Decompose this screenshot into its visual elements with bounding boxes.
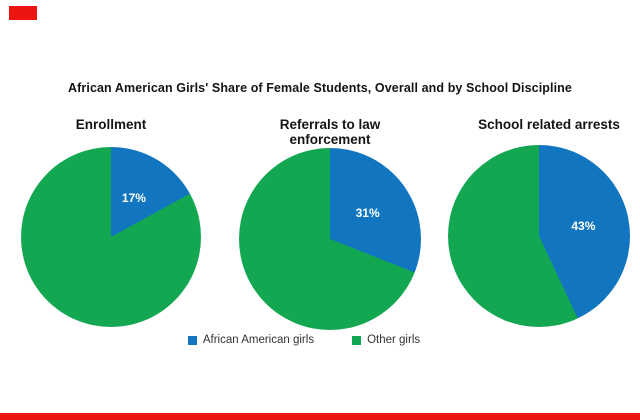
legend-swatch-green xyxy=(352,335,362,345)
red-redaction-mark-top-left xyxy=(9,6,37,20)
legend-label: Other girls xyxy=(367,334,421,346)
pie-title-referrals: Referrals to law enforcement xyxy=(279,117,381,147)
legend-swatch-blue xyxy=(187,335,197,345)
legend: African American girls Other girls xyxy=(0,333,624,347)
red-redaction-strip-bottom xyxy=(0,413,640,420)
legend-item-other-girls: Other girls xyxy=(352,334,420,346)
legend-label: African American girls xyxy=(202,334,315,346)
chart-main-title: African American Girls' Share of Female … xyxy=(68,81,572,95)
pie-data-label: 31% xyxy=(355,206,380,221)
pie-title-arrests: School related arrests xyxy=(478,117,620,132)
pie-data-label: 43% xyxy=(571,219,596,234)
pie-chart-arrests: 43% xyxy=(448,145,630,327)
legend-item-african-american-girls: African American girls xyxy=(187,334,315,346)
pie-data-label: 17% xyxy=(121,191,146,206)
pie-chart-referrals: 31% xyxy=(239,148,421,330)
pie-title-enrollment: Enrollment xyxy=(75,117,147,132)
pie-chart-enrollment: 17% xyxy=(21,147,201,327)
